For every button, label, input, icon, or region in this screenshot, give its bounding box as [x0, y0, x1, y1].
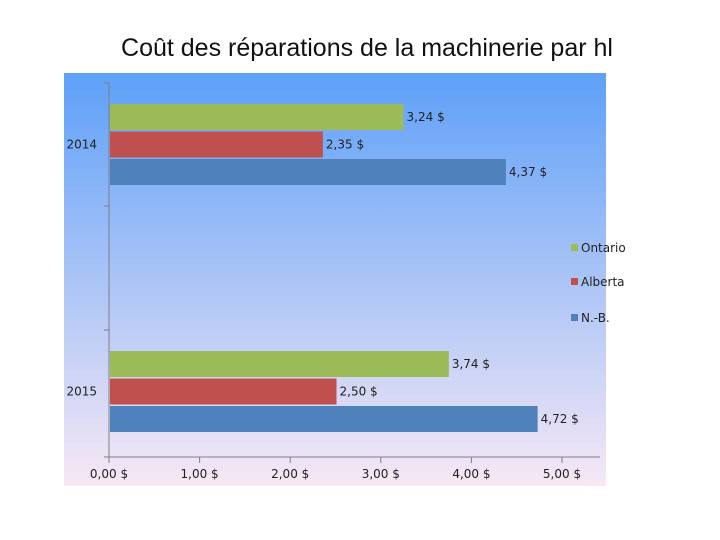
data-label-alberta-2014: 2,35 $ [326, 138, 364, 152]
legend-label-alberta: Alberta [581, 275, 625, 289]
data-label-n-b-2014: 4,37 $ [509, 165, 547, 179]
data-label-ontario-2014: 3,24 $ [407, 110, 445, 124]
data-label-n-b-2015: 4,72 $ [541, 412, 579, 426]
bar-alberta-2015[interactable] [110, 378, 337, 405]
x-tick-label-1: 1,00 $ [181, 467, 219, 481]
x-tick-label-5: 5,00 $ [543, 467, 581, 481]
x-tick-label-4: 4,00 $ [452, 467, 490, 481]
data-label-ontario-2015: 3,74 $ [452, 357, 490, 371]
chart-title: Coût des réparations de la machinerie pa… [121, 34, 613, 62]
x-tick-label-0: 0,00 $ [90, 467, 128, 481]
bar-ontario-2014[interactable] [110, 104, 404, 130]
bar-alberta-2014[interactable] [110, 131, 323, 158]
legend-swatch-ontario [571, 244, 578, 251]
bar-n-b-2015[interactable] [110, 406, 538, 432]
x-tick-label-2: 2,00 $ [271, 467, 309, 481]
category-label-2014: 2014 [66, 138, 97, 152]
category-label-2015: 2015 [66, 385, 97, 399]
legend-label-ontario: Ontario [581, 241, 626, 255]
data-label-alberta-2015: 2,50 $ [340, 385, 378, 399]
x-tick-label-3: 3,00 $ [362, 467, 400, 481]
legend-swatch-alberta [571, 278, 578, 285]
legend-swatch-n-b [571, 314, 578, 321]
legend-label-n-b: N.-B. [581, 311, 610, 325]
bar-ontario-2015[interactable] [110, 351, 449, 377]
bar-n-b-2014[interactable] [110, 159, 506, 185]
